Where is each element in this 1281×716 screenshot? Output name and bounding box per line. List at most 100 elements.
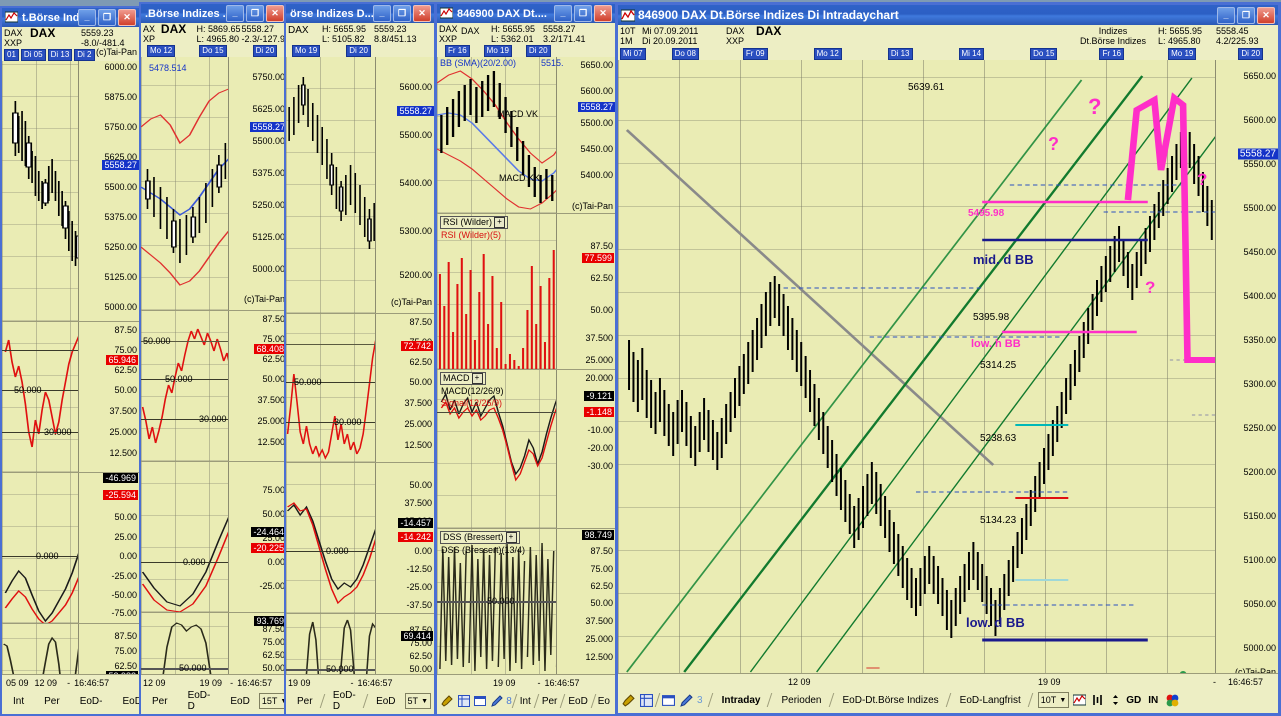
main-current-price-badge: 5558.27 [1237, 148, 1278, 160]
window-4-titlebar[interactable]: 846900 DAX Dt.... _ ❐ ✕ [437, 4, 615, 23]
maximize-button[interactable]: ❐ [246, 5, 264, 22]
tab-perioden[interactable]: Perioden [781, 694, 822, 706]
window-4-statusbar[interactable]: 19 09 - 16:46:57 8 Int [437, 674, 615, 714]
table-icon[interactable] [639, 693, 654, 708]
calendar-icon[interactable] [473, 694, 488, 709]
tab-eod[interactable]: EoD [230, 695, 250, 707]
expand-icon[interactable]: + [505, 532, 517, 544]
window-2-price-pane[interactable]: 5478.514 5750.00 5625.00 5500.00 [141, 57, 287, 310]
tab-eod-d[interactable]: EoD-D [332, 690, 356, 712]
close-button[interactable]: ✕ [266, 5, 284, 22]
period-combo-2[interactable]: 15T▼ [258, 693, 287, 709]
window-1-momentum-pane[interactable]: 0.000 75.00 50.00 25.00 0.00 -25.00 -50.… [2, 472, 139, 623]
window-1-titlebar[interactable]: t.Börse Ind... _ ❐ ✕ [2, 8, 139, 27]
gd-button[interactable]: GD [1126, 694, 1142, 706]
window-1-price-pane[interactable]: 6000.00 5875.00 5750.00 5625.00 5500.00 … [2, 61, 139, 321]
tab-int[interactable]: Int [519, 695, 531, 707]
rsi-title-box-4[interactable]: RSI (Wilder) + [440, 216, 508, 230]
window-4-dss-pane[interactable]: DSS (Bressert) + DSS (Bressert)(13/4) 50.… [437, 528, 615, 679]
minimize-button[interactable]: _ [373, 5, 391, 22]
main-titlebar[interactable]: 846900 DAX Dt.Börse Indizes Di Intradayc… [618, 5, 1278, 25]
palette-icon[interactable] [1165, 693, 1180, 708]
window-2-statusbar[interactable]: 12 09 19 09 - 16:46:57 Per EoD-D EoD 15T… [141, 674, 287, 714]
minimize-button[interactable]: _ [226, 5, 244, 22]
pencil-icon[interactable] [679, 693, 694, 708]
tab-per[interactable]: Per [297, 695, 313, 707]
main-statusbar[interactable]: 12 09 19 09 - 16:46:57 3 [618, 673, 1278, 713]
main-toolbar[interactable]: 3 Intraday Perioden EoD-Dt.Börse Indizes… [618, 689, 1278, 711]
in-button[interactable]: IN [1148, 694, 1159, 706]
window-2-titlebar[interactable]: .Börse Indizes ... _ ❐ ✕ [141, 4, 287, 23]
window-3-statusbar[interactable]: 19 09 - 16:46:57 Per EoD-D EoD 5T ▼ [286, 674, 434, 714]
tab-eod[interactable]: EoD [568, 695, 588, 707]
chart-window-3[interactable]: örse Indizes D... _ ❐ ✕ DAX H: 5655.95 L… [284, 2, 436, 716]
chart-icon[interactable] [1072, 693, 1087, 708]
window-1-controls[interactable]: _ ❐ ✕ [78, 9, 137, 26]
window-4-toolbar[interactable]: 8 Int Per EoD Eo [437, 690, 615, 712]
zero-level-label: 0.000 [183, 557, 206, 567]
close-button[interactable]: ✕ [413, 5, 431, 22]
window-4-controls[interactable]: _ ❐ ✕ [554, 5, 613, 22]
tab-eod-d[interactable]: EoD-D [187, 690, 211, 712]
pencil-icon[interactable] [490, 694, 505, 709]
tab-eo[interactable]: Eo [597, 695, 610, 707]
window-3-price-pane[interactable]: 5600.00 5500.00 5400.00 5300.00 5200.00 … [286, 57, 434, 313]
bars-icon[interactable] [1090, 693, 1105, 708]
maximize-button[interactable]: ❐ [393, 5, 411, 22]
main-price-pane[interactable]: ? ? ? ? 5639.61 5495.98 mid. d BB 5395.9… [618, 60, 1278, 680]
window-2-momentum-pane[interactable]: 0.000 75.00 50.00 25.00 0.00 -25.00 -24.… [141, 461, 287, 612]
wrench-icon[interactable] [621, 693, 636, 708]
expand-icon[interactable]: + [471, 373, 483, 385]
window-2-tabs[interactable]: Per EoD-D EoD 15T▼ [141, 690, 287, 712]
maximize-button[interactable]: ❐ [574, 5, 592, 22]
main-window-controls[interactable]: _ ❐ ✕ [1217, 6, 1276, 24]
tab-per[interactable]: Per [44, 695, 60, 707]
main-period-combo[interactable]: 10T ▼ [1037, 692, 1070, 708]
close-button[interactable]: ✕ [594, 5, 612, 22]
table-icon[interactable] [457, 694, 472, 709]
tab-eod[interactable]: EoD [376, 695, 396, 707]
rsi-current-badge-4: 77.599 [582, 253, 614, 263]
calendar-icon[interactable] [661, 693, 676, 708]
minimize-button[interactable]: _ [554, 5, 572, 22]
window-4-rsi-pane[interactable]: RSI (Wilder) + RSI (Wilder)(5) 87.50 62.5… [437, 213, 615, 369]
tab-eod-d[interactable]: EoD- [79, 695, 103, 707]
rsi-level-label: 50.000 [294, 377, 322, 387]
chart-window-4[interactable]: 846900 DAX Dt.... _ ❐ ✕ DAX XXP DAX H: 5… [435, 2, 617, 716]
dss-title-box-4[interactable]: DSS (Bressert) + [440, 531, 520, 545]
maximize-button[interactable]: ❐ [98, 9, 116, 26]
window-3-tabs[interactable]: Per EoD-D EoD 5T ▼ [286, 690, 434, 712]
window-4-macd-pane[interactable]: MACD + MACD(12/26/9) Signal(12/26/9) 20.0… [437, 369, 615, 528]
expand-icon[interactable]: + [494, 217, 505, 229]
tab-per[interactable]: Per [541, 695, 558, 707]
window-1-rsi-pane[interactable]: 50.000 30.000 87.50 75.00 62.50 50.00 37… [2, 321, 139, 472]
close-button[interactable]: ✕ [1257, 6, 1275, 24]
minimize-button[interactable]: _ [78, 9, 96, 26]
tab-eod[interactable]: EoD [122, 695, 141, 707]
macd-title-box-4[interactable]: MACD + [440, 372, 486, 386]
window-1-statusbar[interactable]: 05 09 12 09 - 16:46:57 Int Per EoD- EoD … [2, 674, 139, 714]
window-4-price-pane[interactable]: BB (SMA)(20/2.00) 5515. MACD VK MACD KK … [437, 57, 615, 213]
wrench-icon[interactable] [440, 694, 455, 709]
tab-eod-langfrist[interactable]: EoD-Langfrist [959, 694, 1021, 706]
maximize-button[interactable]: ❐ [1237, 6, 1255, 24]
window-1-tabs[interactable]: Int Per EoD- EoD 30T▼ [2, 690, 139, 712]
window-2-controls[interactable]: _ ❐ ✕ [226, 5, 285, 22]
window-2-rsi-pane[interactable]: 50.000 50.000 30.000 87.50 75.00 62.50 5… [141, 310, 287, 461]
tab-int[interactable]: Int [13, 695, 25, 707]
window-3-titlebar[interactable]: örse Indizes D... _ ❐ ✕ [286, 4, 434, 23]
chart-window-2[interactable]: .Börse Indizes ... _ ❐ ✕ AX XP DAX H: 58… [139, 2, 289, 716]
period-combo-3[interactable]: 5T ▼ [404, 693, 431, 709]
close-button[interactable]: ✕ [118, 9, 136, 26]
minimize-button[interactable]: _ [1217, 6, 1235, 24]
updown-icon[interactable] [1108, 693, 1123, 708]
chart-window-1[interactable]: t.Börse Ind... _ ❐ ✕ DAX XXP DAX 5559.23… [0, 6, 141, 716]
window-3-momentum-pane[interactable]: 0.000 50.00 37.500 25.000 0.00 -12.50 -2… [286, 462, 434, 613]
tab-per[interactable]: Per [152, 695, 168, 707]
tab-eod-dt-boerse[interactable]: EoD-Dt.Börse Indizes [842, 694, 939, 706]
window-3-controls[interactable]: _ ❐ ✕ [373, 5, 432, 22]
window-3-rsi-pane[interactable]: 50.000 30.000 87.50 75.00 62.50 50.00 37… [286, 313, 434, 462]
footer-time: 16:46:57 [544, 677, 580, 688]
tab-intraday[interactable]: Intraday [721, 694, 761, 706]
main-chart-window[interactable]: 846900 DAX Dt.Börse Indizes Di Intradayc… [615, 2, 1281, 716]
